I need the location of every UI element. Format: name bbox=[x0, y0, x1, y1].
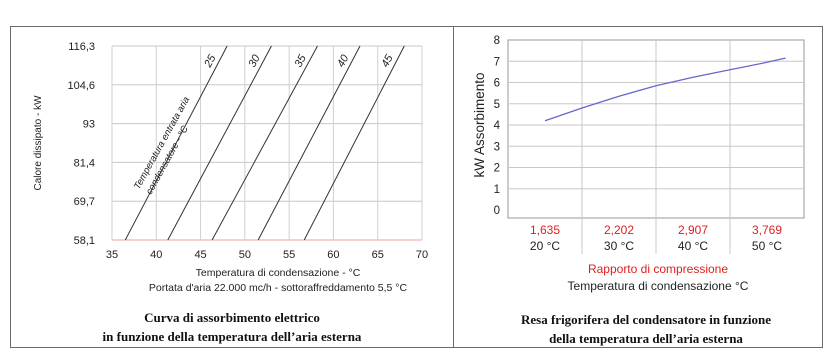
left-series-line-45 bbox=[303, 45, 405, 241]
right-y-tick-label: 5 bbox=[494, 99, 500, 111]
left-series-line-25 bbox=[124, 45, 228, 241]
left-chart-xlabel: Temperatura di condensazione - °C bbox=[196, 267, 361, 279]
right-y-tick-label: 4 bbox=[494, 120, 501, 132]
left-chart-y-tick-labels: 58,1 69,7 81,4 93 104,6 116,3 bbox=[67, 41, 95, 247]
right-category-label: 40 °C bbox=[678, 239, 708, 253]
left-y-tick-label: 93 bbox=[83, 119, 95, 131]
right-chart-grid bbox=[507, 39, 805, 254]
left-series-line-40 bbox=[257, 45, 361, 241]
right-ratio-label: 2,202 bbox=[604, 223, 634, 237]
right-chart-ylabel: kW Assorbimento bbox=[472, 72, 487, 177]
right-chart-caption-line2: della temperatura dell’aria esterna bbox=[549, 331, 743, 346]
right-chart-xlabel: Temperatura di condensazione °C bbox=[568, 279, 749, 293]
left-x-tick-label: 50 bbox=[239, 249, 251, 261]
right-y-tick-label: 0 bbox=[494, 205, 500, 217]
right-category-label: 20 °C bbox=[530, 239, 560, 253]
right-series-line bbox=[544, 57, 786, 122]
right-chart-caption-line1: Resa frigorifera del condensatore in fun… bbox=[521, 312, 771, 327]
right-ratio-label: 2,907 bbox=[678, 223, 708, 237]
right-y-tick-label: 1 bbox=[494, 184, 500, 196]
right-chart-y-tick-labels: 0 1 2 3 4 5 6 7 8 bbox=[494, 35, 501, 217]
right-ratio-label: 3,769 bbox=[752, 223, 782, 237]
left-y-tick-label: 58,1 bbox=[74, 235, 95, 247]
left-y-tick-label: 116,3 bbox=[68, 41, 95, 53]
right-y-tick-label: 6 bbox=[494, 78, 500, 90]
left-series-label-25: 25 bbox=[202, 52, 219, 70]
left-series-line-35 bbox=[211, 45, 318, 241]
left-x-tick-label: 65 bbox=[372, 249, 384, 261]
right-ratio-label: 1,635 bbox=[530, 223, 560, 237]
right-category-label: 50 °C bbox=[752, 239, 782, 253]
left-y-tick-label: 104,6 bbox=[67, 80, 95, 92]
right-chart-ratio-labels: 1,635 2,202 2,907 3,769 bbox=[530, 223, 782, 237]
left-y-tick-label: 81,4 bbox=[74, 157, 95, 169]
left-x-tick-label: 45 bbox=[194, 249, 206, 261]
left-chart-x-tick-labels: 35 40 45 50 55 60 65 70 bbox=[106, 249, 428, 261]
left-x-tick-label: 35 bbox=[106, 249, 118, 261]
right-y-tick-label: 2 bbox=[494, 163, 500, 175]
right-y-tick-label: 8 bbox=[494, 35, 500, 47]
right-y-tick-label: 3 bbox=[494, 141, 500, 153]
figure-frame bbox=[10, 26, 823, 348]
left-x-tick-label: 70 bbox=[416, 249, 428, 261]
left-chart-ylabel: Calore dissipato - kW bbox=[33, 95, 44, 191]
left-x-tick-label: 55 bbox=[283, 249, 295, 261]
left-chart-series-labels: 25 30 35 40 45 bbox=[202, 52, 396, 70]
right-chart-category-labels: 20 °C 30 °C 40 °C 50 °C bbox=[530, 239, 782, 253]
left-x-tick-label: 40 bbox=[150, 249, 162, 261]
left-chart-caption-line1: Curva di assorbimento elettrico bbox=[144, 310, 320, 325]
left-series-line-30 bbox=[167, 45, 272, 241]
panel-divider bbox=[453, 26, 454, 348]
right-chart-xlabel-red: Rapporto di compressione bbox=[588, 262, 728, 276]
left-chart-series bbox=[124, 45, 405, 241]
left-chart-caption-line2: in funzione della temperatura dell’aria … bbox=[103, 329, 362, 344]
left-x-tick-label: 60 bbox=[327, 249, 339, 261]
left-y-tick-label: 69,7 bbox=[74, 196, 95, 208]
left-chart-subtitle: Portata d'aria 22.000 mc/h - sottoraffre… bbox=[149, 282, 408, 294]
right-chart-series bbox=[544, 57, 786, 122]
left-chart-grid bbox=[111, 45, 423, 241]
right-category-label: 30 °C bbox=[604, 239, 634, 253]
left-series-label-35: 35 bbox=[293, 52, 310, 69]
right-y-tick-label: 7 bbox=[494, 56, 500, 68]
